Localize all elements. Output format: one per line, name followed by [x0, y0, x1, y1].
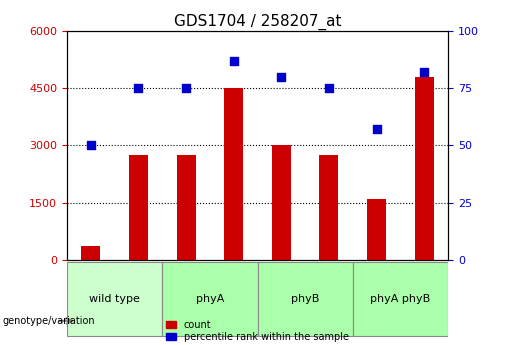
Title: GDS1704 / 258207_at: GDS1704 / 258207_at: [174, 13, 341, 30]
FancyBboxPatch shape: [67, 262, 162, 336]
Point: [182, 86, 190, 91]
Bar: [177, 155, 196, 260]
Point: [134, 86, 143, 91]
Point: [230, 58, 238, 63]
Point: [420, 69, 428, 75]
Bar: [415, 77, 434, 260]
Bar: [272, 145, 291, 260]
FancyBboxPatch shape: [258, 262, 353, 336]
Text: wild type: wild type: [89, 294, 140, 304]
Bar: [367, 199, 386, 260]
Text: phyA: phyA: [196, 294, 224, 304]
Bar: [129, 155, 148, 260]
Text: phyB: phyB: [291, 294, 319, 304]
Text: phyA phyB: phyA phyB: [370, 294, 431, 304]
Point: [87, 142, 95, 148]
Bar: [319, 155, 338, 260]
FancyBboxPatch shape: [353, 262, 448, 336]
Point: [372, 127, 381, 132]
Bar: [224, 88, 243, 260]
Point: [325, 86, 333, 91]
Legend: count, percentile rank within the sample: count, percentile rank within the sample: [164, 318, 351, 344]
Text: genotype/variation: genotype/variation: [3, 316, 95, 326]
FancyBboxPatch shape: [162, 262, 258, 336]
Point: [277, 74, 285, 80]
Bar: [81, 246, 100, 260]
